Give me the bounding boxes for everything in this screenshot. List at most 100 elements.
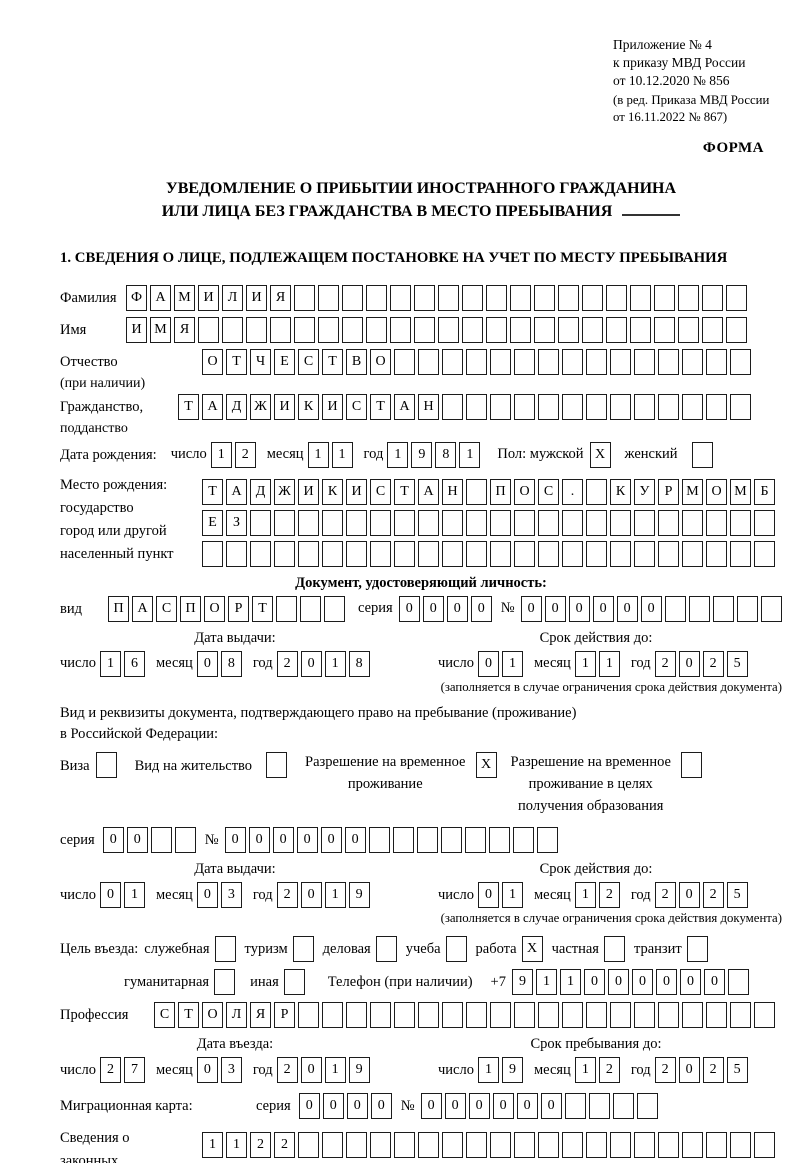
char-cell[interactable]: И xyxy=(322,394,343,421)
char-cell[interactable] xyxy=(392,827,414,854)
char-cell[interactable] xyxy=(634,1002,655,1029)
char-cell[interactable]: 0 xyxy=(248,827,270,854)
char-cell[interactable] xyxy=(586,540,607,567)
char-cell[interactable]: 1 xyxy=(202,1132,223,1159)
char-cell[interactable] xyxy=(536,827,558,854)
char-cell[interactable] xyxy=(712,595,734,622)
char-cell[interactable]: Т xyxy=(202,478,223,505)
char-cell[interactable] xyxy=(490,1132,511,1159)
char-cell[interactable]: С xyxy=(156,595,177,622)
char-cell[interactable]: 0 xyxy=(583,969,605,996)
char-cell[interactable]: 3 xyxy=(220,1057,242,1084)
char-cell[interactable] xyxy=(346,509,367,536)
char-cell[interactable] xyxy=(664,595,686,622)
char-cell[interactable] xyxy=(760,595,782,622)
char-cell[interactable] xyxy=(274,509,295,536)
char-cell[interactable] xyxy=(466,394,487,421)
char-cell[interactable]: 2 xyxy=(598,882,620,909)
purpose-transit-checkbox[interactable] xyxy=(686,936,708,963)
char-cell[interactable]: 0 xyxy=(300,1057,322,1084)
char-cell[interactable] xyxy=(706,509,727,536)
char-cell[interactable] xyxy=(588,1093,610,1120)
char-cell[interactable] xyxy=(730,509,751,536)
char-cell[interactable]: 1 xyxy=(324,650,346,677)
char-cell[interactable] xyxy=(706,540,727,567)
char-cell[interactable] xyxy=(586,1002,607,1029)
char-cell[interactable]: 5 xyxy=(726,882,748,909)
char-cell[interactable] xyxy=(366,316,387,343)
char-cell[interactable] xyxy=(370,1132,391,1159)
char-cell[interactable] xyxy=(466,348,487,375)
char-cell[interactable]: И xyxy=(198,284,219,311)
char-cell[interactable]: Т xyxy=(226,348,247,375)
char-cell[interactable] xyxy=(298,540,319,567)
char-cell[interactable] xyxy=(294,316,315,343)
char-cell[interactable]: 9 xyxy=(411,441,433,468)
char-cell[interactable]: А xyxy=(418,478,439,505)
char-cell[interactable]: А xyxy=(150,284,171,311)
char-cell[interactable]: 8 xyxy=(435,441,457,468)
char-cell[interactable] xyxy=(658,394,679,421)
char-cell[interactable]: 1 xyxy=(387,441,409,468)
char-cell[interactable]: 0 xyxy=(99,882,121,909)
char-cell[interactable] xyxy=(586,478,607,505)
char-cell[interactable]: 2 xyxy=(598,1057,620,1084)
char-cell[interactable] xyxy=(418,348,439,375)
char-cell[interactable] xyxy=(250,509,271,536)
char-cell[interactable]: 0 xyxy=(678,882,700,909)
visa-checkbox[interactable] xyxy=(95,752,117,779)
char-cell[interactable] xyxy=(370,509,391,536)
char-cell[interactable] xyxy=(682,1132,703,1159)
char-cell[interactable]: 1 xyxy=(559,969,581,996)
char-cell[interactable]: Т xyxy=(178,394,199,421)
char-cell[interactable]: М xyxy=(150,316,171,343)
char-cell[interactable] xyxy=(490,1002,511,1029)
char-cell[interactable]: Ф xyxy=(126,284,147,311)
char-cell[interactable] xyxy=(730,1132,751,1159)
char-cell[interactable] xyxy=(222,316,243,343)
char-cell[interactable]: Ч xyxy=(250,348,271,375)
char-cell[interactable]: О xyxy=(514,478,535,505)
char-cell[interactable]: Т xyxy=(370,394,391,421)
char-cell[interactable] xyxy=(754,1132,775,1159)
char-cell[interactable]: О xyxy=(706,478,727,505)
char-cell[interactable] xyxy=(390,284,411,311)
char-cell[interactable] xyxy=(512,827,534,854)
char-cell[interactable] xyxy=(486,316,507,343)
char-cell[interactable]: 0 xyxy=(196,650,218,677)
char-cell[interactable] xyxy=(276,595,297,622)
char-cell[interactable] xyxy=(442,509,463,536)
char-cell[interactable]: 2 xyxy=(99,1057,121,1084)
char-cell[interactable]: 0 xyxy=(196,1057,218,1084)
char-cell[interactable]: 8 xyxy=(220,650,242,677)
char-cell[interactable]: 0 xyxy=(296,827,318,854)
char-cell[interactable] xyxy=(658,540,679,567)
char-cell[interactable]: 0 xyxy=(592,595,614,622)
char-cell[interactable] xyxy=(634,509,655,536)
char-cell[interactable] xyxy=(682,540,703,567)
char-cell[interactable] xyxy=(300,595,321,622)
char-cell[interactable] xyxy=(514,1002,535,1029)
sex-male-checkbox[interactable]: X xyxy=(589,441,611,468)
char-cell[interactable]: 2 xyxy=(702,650,724,677)
char-cell[interactable] xyxy=(510,284,531,311)
char-cell[interactable]: 0 xyxy=(420,1093,442,1120)
char-cell[interactable] xyxy=(730,394,751,421)
char-cell[interactable] xyxy=(514,540,535,567)
char-cell[interactable]: Ж xyxy=(274,478,295,505)
char-cell[interactable] xyxy=(442,348,463,375)
char-cell[interactable]: 0 xyxy=(540,1093,562,1120)
char-cell[interactable]: Т xyxy=(322,348,343,375)
char-cell[interactable]: 0 xyxy=(520,595,542,622)
char-cell[interactable]: С xyxy=(346,394,367,421)
char-cell[interactable]: В xyxy=(346,348,367,375)
char-cell[interactable]: 9 xyxy=(348,882,370,909)
char-cell[interactable] xyxy=(538,509,559,536)
char-cell[interactable] xyxy=(558,316,579,343)
char-cell[interactable]: 0 xyxy=(272,827,294,854)
char-cell[interactable] xyxy=(346,1132,367,1159)
char-cell[interactable]: 0 xyxy=(607,969,629,996)
temp-permit-checkbox[interactable]: X xyxy=(475,752,497,779)
char-cell[interactable] xyxy=(486,284,507,311)
char-cell[interactable] xyxy=(418,540,439,567)
